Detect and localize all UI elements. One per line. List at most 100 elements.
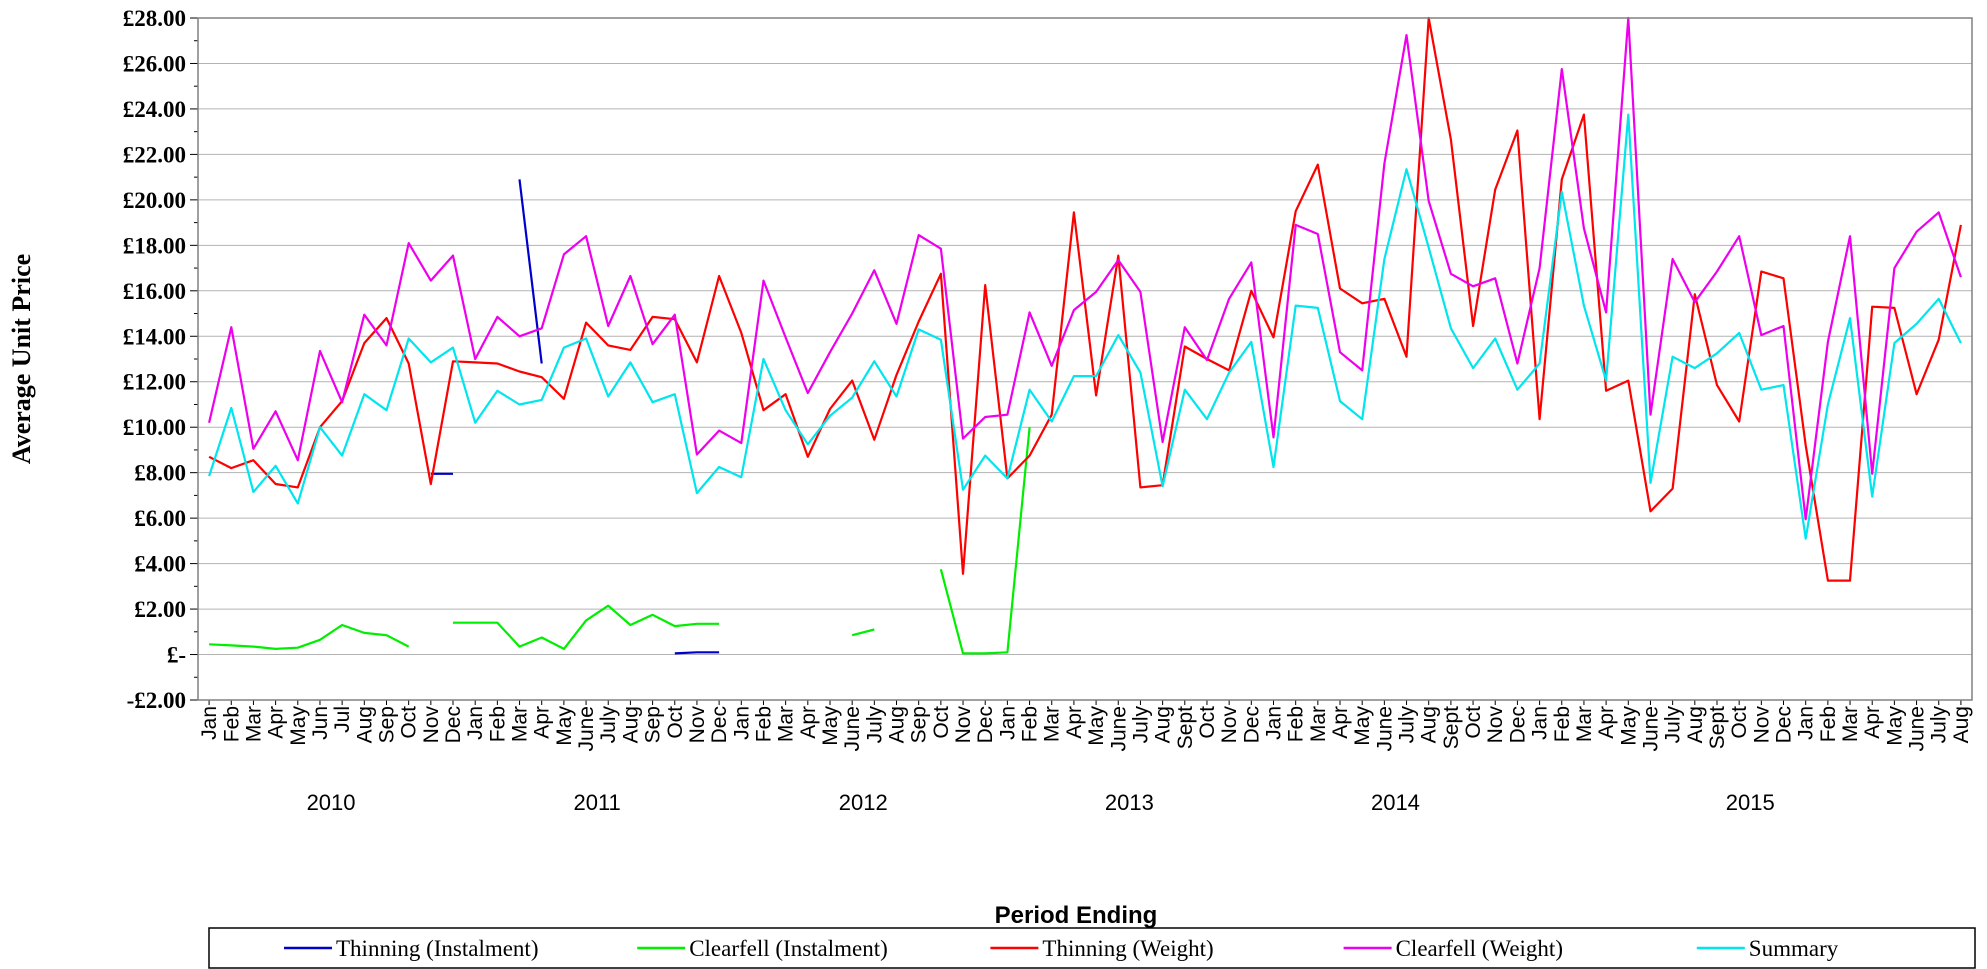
x-tick-label: Aug [353, 706, 376, 743]
series-line [430, 179, 720, 655]
x-tick-label: Mar [242, 706, 265, 742]
x-tick-label: Apr [1861, 706, 1884, 739]
x-tick-label: Oct [664, 706, 687, 739]
x-tick-label: Sep [642, 706, 665, 743]
x-tick-label: Aug [1418, 706, 1441, 743]
x-tick-label: Mar [1839, 706, 1862, 742]
x-tick-label: Apr [1329, 706, 1352, 739]
x-tick-label: May [287, 706, 310, 746]
y-tick-label: £12.00 [123, 370, 186, 395]
legend-items: Thinning (Instalment) Clearfell (Instalme… [284, 936, 1839, 961]
legend-label: Thinning (Weight) [1042, 936, 1213, 961]
legend-label: Summary [1749, 936, 1839, 961]
y-tick-label: £6.00 [134, 506, 186, 531]
x-tick-label: Feb [1285, 706, 1308, 742]
x-tick-label: May [1617, 706, 1640, 746]
series-line [209, 427, 1031, 655]
series-lines [208, 16, 1962, 655]
x-tick-label: Sept [1174, 706, 1197, 749]
year-labels: 2010 2011 2012 2013 2014 2015 [307, 790, 1775, 815]
x-tick-label: May [1085, 706, 1108, 746]
x-tick-label: Nov [686, 706, 709, 744]
x-tick-label: Oct [1728, 706, 1751, 739]
x-tick-label: Sept [1706, 706, 1729, 749]
y-tick-label: £2.00 [134, 597, 186, 622]
x-tick-label: May [819, 706, 842, 746]
x-tick-label: Mar [1041, 706, 1064, 742]
legend: Thinning (Instalment) Clearfell (Instalme… [208, 927, 1976, 969]
x-tick-label: Aug [619, 706, 642, 743]
y-tick-label: £8.00 [134, 461, 186, 486]
x-tick-label: Jan [198, 706, 221, 740]
x-tick-label: Apr [1595, 706, 1618, 739]
x-tick-label: Feb [486, 706, 509, 742]
x-tick-label: Feb [1551, 706, 1574, 742]
year-label: 2010 [307, 790, 356, 815]
x-tick-label: Oct [1462, 706, 1485, 739]
x-tick-label: Dec [1773, 706, 1796, 743]
x-tick-label: July [1928, 706, 1951, 744]
x-tick-label: Jun [309, 706, 332, 740]
x-tick-label: Nov [952, 706, 975, 744]
x-tick-label: Aug [1152, 706, 1175, 743]
series-line [208, 113, 1962, 540]
x-tick-label: Feb [220, 706, 243, 742]
x-tick-label: Sep [375, 706, 398, 743]
x-tick-label: Feb [752, 706, 775, 742]
y-tick-label: £24.00 [123, 97, 186, 122]
x-tick-label: June [1373, 706, 1396, 752]
y-axis-ticks: -£2.00 £- £2.00 £4.00 £6.00 £8.00 £10.00 £12.00… [123, 6, 198, 713]
x-tick-label: May [1351, 706, 1374, 746]
x-tick-label: Aug [1950, 706, 1973, 743]
x-tick-label: July [863, 706, 886, 744]
x-tick-label: June [1906, 706, 1929, 752]
year-label: 2012 [839, 790, 888, 815]
x-tick-label: Dec [442, 706, 465, 743]
x-tick-label: Oct [1196, 706, 1219, 739]
year-label: 2013 [1105, 790, 1154, 815]
x-tick-label: Apr [797, 706, 820, 739]
x-tick-label: May [553, 706, 576, 746]
x-tick-label: Nov [1218, 706, 1241, 744]
year-label: 2014 [1371, 790, 1420, 815]
x-tick-label: July [597, 706, 620, 744]
x-tick-label: June [841, 706, 864, 752]
series-line [208, 16, 1962, 582]
x-tick-label: Apr [265, 706, 288, 739]
x-tick-label: Mar [509, 706, 532, 742]
x-tick-label: July [1662, 706, 1685, 744]
x-tick-label: May [1883, 706, 1906, 746]
x-tick-label: Jan [996, 706, 1019, 740]
y-tick-label: £26.00 [123, 51, 186, 76]
x-tick-label: Dec [1240, 706, 1263, 743]
year-label: 2011 [573, 790, 620, 815]
x-tick-label: July [1396, 706, 1419, 744]
x-tick-label: Apr [1063, 706, 1086, 739]
x-tick-label: Sep [908, 706, 931, 743]
y-tick-label: -£2.00 [127, 688, 186, 713]
plot-area-border [197, 17, 1973, 701]
x-tick-label: Feb [1817, 706, 1840, 742]
x-tick-label: Jan [1529, 706, 1552, 740]
x-tick-label: Nov [1750, 706, 1773, 744]
x-tick-label: Jan [1262, 706, 1285, 740]
x-tick-label: Jul [331, 706, 354, 733]
x-tick-label: July [1129, 706, 1152, 744]
y-tick-label: £16.00 [123, 279, 186, 304]
x-tick-label: Nov [1484, 706, 1507, 744]
x-tick-label: Mar [1307, 706, 1330, 742]
x-tick-label: Dec [1506, 706, 1529, 743]
legend-label: Clearfell (Instalment) [689, 936, 888, 961]
x-tick-label: Mar [775, 706, 798, 742]
x-tick-label: Oct [930, 706, 953, 739]
x-axis-ticks: Jan Feb Mar Apr May Jun Jul Aug Sep Oct Nov Dec Jan F… [198, 700, 1973, 752]
y-tick-label: £- [167, 643, 186, 668]
legend-box [208, 927, 1976, 969]
x-tick-label: Jan [1795, 706, 1818, 740]
x-tick-label: Nov [420, 706, 443, 744]
x-tick-label: June [1639, 706, 1662, 752]
x-tick-label: Feb [1019, 706, 1042, 742]
series-line [208, 16, 1962, 521]
x-tick-label: Sept [1440, 706, 1463, 749]
